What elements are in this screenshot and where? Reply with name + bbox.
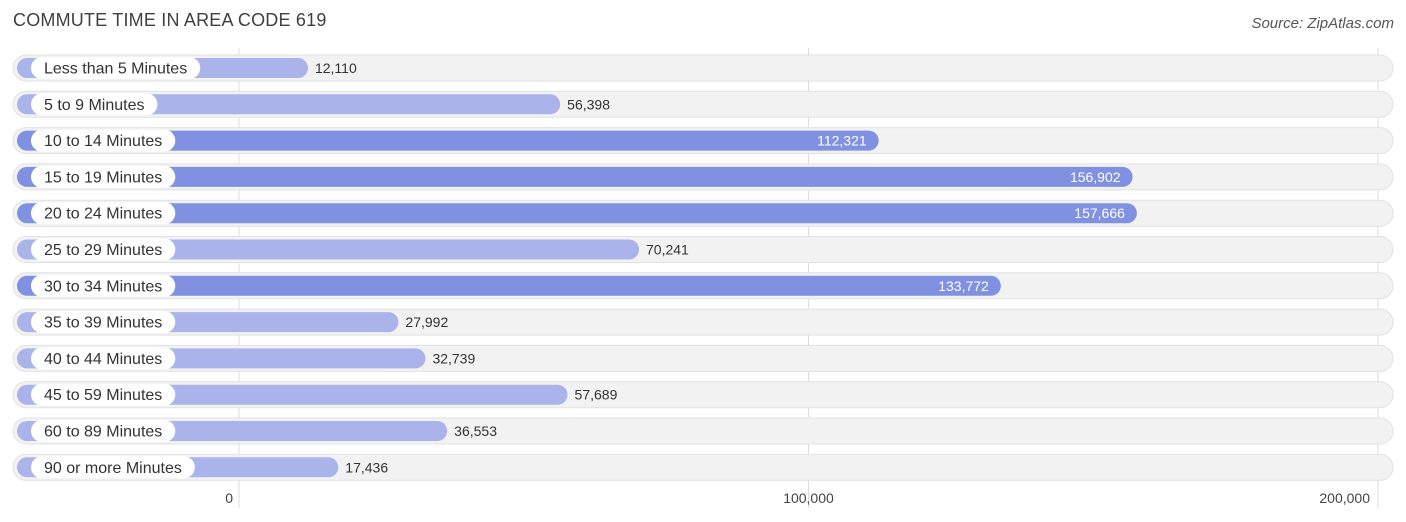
- value-label: 112,321: [817, 133, 867, 149]
- category-pill: [31, 202, 176, 225]
- value-label: 57,689: [575, 387, 618, 403]
- bar-row: 35 to 39 Minutes 27,992: [12, 308, 1394, 336]
- value-label: 17,436: [345, 459, 388, 475]
- bar-row: 25 to 29 Minutes 70,241: [12, 236, 1394, 263]
- value-label: 56,398: [567, 96, 610, 112]
- category-label: 35 to 39 Minutes: [44, 315, 162, 332]
- value-label: 12,110: [315, 60, 357, 76]
- x-tick-label: 200,000: [1319, 490, 1370, 506]
- bar: [17, 203, 1137, 224]
- category-label: 30 to 34 Minutes: [44, 278, 162, 295]
- category-label: 45 to 59 Minutes: [44, 387, 162, 404]
- bar-row: 40 to 44 Minutes 32,739: [12, 344, 1394, 372]
- value-label: 32,739: [432, 350, 475, 366]
- category-label: 15 to 19 Minutes: [44, 169, 162, 186]
- category-label: 90 or more Minutes: [44, 460, 182, 477]
- category-pill: [31, 383, 176, 406]
- bar-row: Less than 5 Minutes 12,110: [12, 54, 1394, 82]
- category-label: Less than 5 Minutes: [44, 61, 187, 78]
- bar: [17, 130, 879, 151]
- bar-row: 45 to 59 Minutes 57,689: [12, 381, 1394, 409]
- category-pill: [31, 347, 176, 370]
- bar-row: 60 to 89 Minutes 36,553: [12, 417, 1394, 445]
- category-pill: [31, 311, 176, 334]
- category-pill: [31, 274, 176, 297]
- bar: [17, 166, 1133, 187]
- chart-title: COMMUTE TIME IN AREA CODE 619: [13, 10, 327, 30]
- bar-row: 30 to 34 Minutes 133,772: [12, 272, 1394, 300]
- category-label: 25 to 29 Minutes: [44, 242, 162, 259]
- value-label: 70,241: [646, 242, 689, 258]
- category-label: 40 to 44 Minutes: [44, 351, 162, 368]
- value-label: 36,553: [454, 423, 497, 439]
- bar-row: 90 or more Minutes 17,436: [12, 453, 1394, 481]
- bar-row: 20 to 24 Minutes 157,666: [12, 199, 1394, 227]
- row-background: [12, 453, 1394, 481]
- value-label: 156,902: [1070, 169, 1121, 185]
- category-pill: [31, 93, 158, 116]
- bar-row: 10 to 14 Minutes 112,321: [12, 127, 1394, 155]
- bar: [17, 275, 1001, 296]
- category-pill: [31, 456, 195, 479]
- x-axis: 0 100,000 200,000: [225, 490, 1370, 506]
- category-label: 5 to 9 Minutes: [44, 97, 145, 114]
- value-label: 157,666: [1074, 205, 1125, 221]
- bar-row: 15 to 19 Minutes 156,902: [12, 163, 1394, 191]
- row-background: [12, 54, 1394, 82]
- bar-row: 5 to 9 Minutes 56,398: [12, 90, 1394, 118]
- category-label: 10 to 14 Minutes: [44, 133, 162, 150]
- category-pill: [31, 238, 176, 261]
- x-tick-label: 100,000: [783, 490, 834, 506]
- chart-source: Source: ZipAtlas.com: [1251, 15, 1394, 32]
- value-label: 27,992: [405, 314, 448, 330]
- category-pill: [31, 165, 176, 188]
- category-pill: [31, 420, 176, 442]
- category-pill: [31, 129, 176, 152]
- category-label: 20 to 24 Minutes: [44, 206, 162, 223]
- x-tick-label: 0: [225, 490, 233, 506]
- category-pill: [31, 57, 201, 79]
- value-label: 133,772: [938, 278, 989, 294]
- category-label: 60 to 89 Minutes: [44, 424, 162, 441]
